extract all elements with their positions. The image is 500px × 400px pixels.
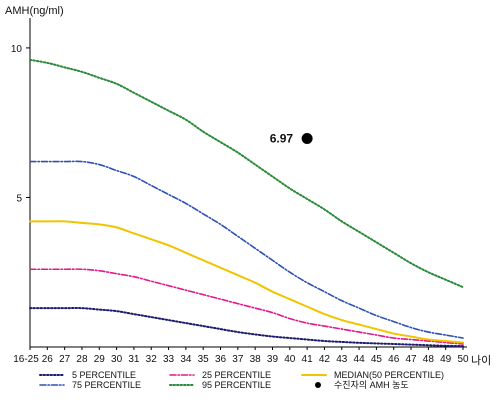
- y-axis-title: AMH(ng/ml): [5, 5, 64, 17]
- legend-label: 수진자의 AMH 농도: [334, 380, 409, 390]
- marker-layer: 6.97: [270, 132, 313, 146]
- series-line-95-percentile: [29, 58, 464, 289]
- x-tick-label: 42: [319, 354, 331, 365]
- x-tick-label: 31: [128, 354, 140, 365]
- x-tick-label: 49: [440, 354, 452, 365]
- x-tick-label: 46: [388, 354, 400, 365]
- y-tick-label: 10: [11, 44, 23, 55]
- x-tick-label: 33: [163, 354, 175, 365]
- series-layer: [29, 58, 464, 348]
- x-tick-label: 38: [250, 354, 262, 365]
- x-tick-label: 26: [42, 354, 54, 365]
- y-ticks: 5 10: [11, 44, 30, 204]
- x-ticks: 16-25 26 27 28 29 30 31 32 33 34 35 36 37 38 39 40 41 42 4…: [13, 347, 469, 365]
- x-tick-label: 40: [284, 354, 296, 365]
- series-line-25-percentile: [29, 268, 464, 345]
- x-tick-label: 45: [371, 354, 383, 365]
- x-tick-label: 44: [354, 354, 366, 365]
- legend-label: 25 PERCENTILE: [202, 370, 271, 380]
- legend: 5 PERCENTILE 25 PERCENTILE MEDIAN(50 PERCE…: [39, 370, 444, 390]
- legend-label: 5 PERCENTILE: [72, 370, 136, 380]
- marker-point: [301, 133, 313, 145]
- legend-label: 75 PERCENTILE: [72, 380, 141, 390]
- series-line-median-50-percentile: [29, 220, 464, 344]
- x-tick-label: 35: [198, 354, 210, 365]
- x-tick-label: 48: [423, 354, 435, 365]
- y-tick-label: 5: [16, 193, 22, 204]
- series-line-75-percentile: [29, 160, 464, 339]
- legend-swatch-marker: [315, 382, 321, 388]
- x-tick-label: 39: [267, 354, 279, 365]
- x-tick-label: 41: [302, 354, 314, 365]
- x-tick-label: 47: [405, 354, 417, 365]
- x-tick-label: 43: [336, 354, 348, 365]
- x-tick-label: 16-25: [13, 354, 39, 365]
- marker-value-label: 6.97: [270, 132, 294, 146]
- x-tick-label: 37: [232, 354, 244, 365]
- x-tick-label: 34: [180, 354, 192, 365]
- legend-label: MEDIAN(50 PERCENTILE): [334, 370, 444, 380]
- legend-label: 95 PERCENTILE: [202, 380, 271, 390]
- x-tick-label: 50: [457, 354, 469, 365]
- x-tick-label: 27: [59, 354, 71, 365]
- x-tick-label: 30: [111, 354, 123, 365]
- x-tick-label: 28: [76, 354, 88, 365]
- series-line-5-percentile: [29, 307, 464, 348]
- x-axis-title: 나이: [471, 354, 491, 367]
- x-tick-label: 29: [94, 354, 106, 365]
- x-tick-label: 36: [215, 354, 227, 365]
- x-tick-label: 32: [146, 354, 158, 365]
